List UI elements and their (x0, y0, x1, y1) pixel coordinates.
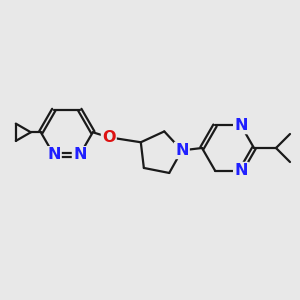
Text: N: N (175, 143, 189, 158)
Text: N: N (73, 147, 86, 162)
Text: N: N (234, 163, 248, 178)
Text: N: N (234, 118, 248, 133)
Text: N: N (47, 147, 61, 162)
Text: O: O (102, 130, 116, 145)
